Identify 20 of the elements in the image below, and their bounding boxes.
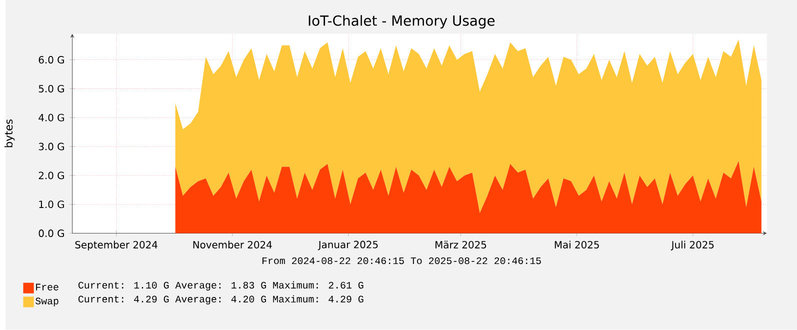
x-tick-label: Mai 2025 (554, 241, 599, 249)
x-tick-label: Januar 2025 (318, 241, 378, 250)
y-axis-title: bytes (4, 120, 15, 148)
y-tick-label: 2.0 G (38, 172, 64, 180)
y-tick-label: 5.0 G (38, 85, 64, 93)
y-tick-label: 3.0 G (38, 142, 64, 150)
y-tick-label: 1.0 G (39, 200, 64, 208)
text: Current: 1.10 G Average: 1.83 G Maximum: 2.61 G (78, 282, 364, 291)
chart-title: IoT-Chalet - Memory Usage (308, 15, 495, 29)
x-tick-label: Juli 2025 (670, 241, 714, 251)
x-tick-label: März 2025 (436, 241, 486, 249)
x-tick-label: November 2024 (193, 241, 272, 249)
legend-label: Free (36, 284, 58, 291)
y-tick-label: 4.0 G (38, 114, 64, 122)
y-tick-label: 6.0 G (38, 56, 64, 64)
legend-label: Swap (36, 298, 58, 307)
x-tick-label: September 2024 (75, 241, 158, 251)
text: From 2024-08-22 20:46:15 To 2025-08-22 20:46:15 (262, 258, 541, 264)
text: Current: 4.29 G Average: 4.20 G Maximum: 4.29 G (78, 295, 364, 305)
y-tick-label: 0.0 G (38, 230, 64, 238)
